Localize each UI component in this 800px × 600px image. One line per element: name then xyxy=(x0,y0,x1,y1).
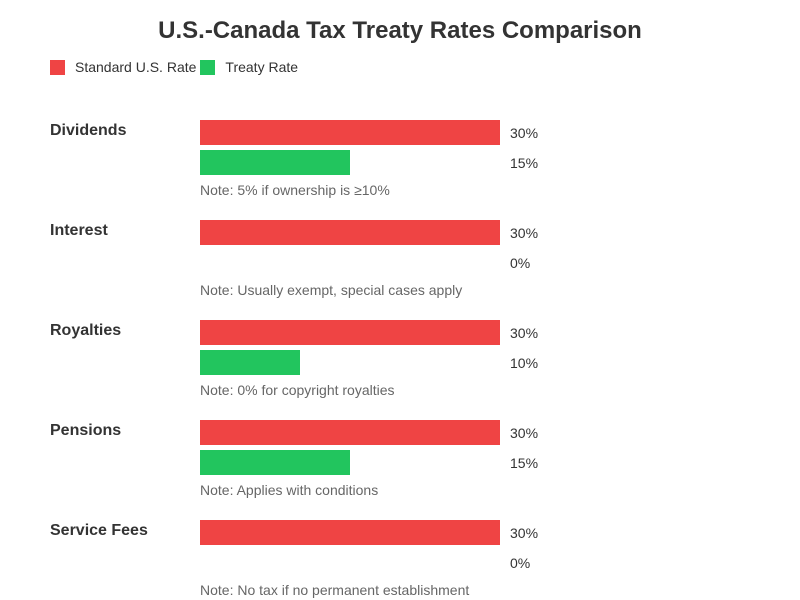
legend-swatch-treaty xyxy=(200,59,216,75)
value-label: 15% xyxy=(510,155,538,171)
note-label: Note: Applies with conditions xyxy=(200,482,378,498)
legend-swatch-standard xyxy=(50,59,65,75)
bar-treaty xyxy=(200,350,300,375)
bar-treaty xyxy=(200,450,350,475)
bar-standard xyxy=(200,320,500,345)
legend-label-treaty: Treaty Rate xyxy=(225,59,299,75)
bar-standard xyxy=(200,520,500,545)
value-label: 30% xyxy=(510,125,538,141)
legend-item-standard: Standard U.S. Rate xyxy=(50,59,196,75)
value-label: 30% xyxy=(510,225,538,241)
legend-label-standard: Standard U.S. Rate xyxy=(75,59,197,75)
category-label: Pensions xyxy=(50,422,121,439)
value-label: 15% xyxy=(510,455,538,471)
value-label: 30% xyxy=(510,425,538,441)
value-label: 30% xyxy=(510,525,538,541)
bar-standard xyxy=(200,120,500,145)
category-label: Service Fees xyxy=(50,522,148,539)
bar-treaty xyxy=(200,150,350,175)
category-label: Dividends xyxy=(50,122,127,139)
bar-standard xyxy=(200,420,500,445)
note-label: Note: 0% for copyright royalties xyxy=(200,382,395,398)
note-label: Note: Usually exempt, special cases appl… xyxy=(200,282,462,298)
category-label: Royalties xyxy=(50,322,121,339)
value-label: 0% xyxy=(510,255,530,271)
chart-title: U.S.-Canada Tax Treaty Rates Comparison xyxy=(158,17,642,44)
note-label: Note: No tax if no permanent establishme… xyxy=(200,582,469,598)
bar-standard xyxy=(200,220,500,245)
note-label: Note: 5% if ownership is ≥10% xyxy=(200,182,390,198)
legend-item-treaty: Treaty Rate xyxy=(200,59,298,75)
value-label: 10% xyxy=(510,355,538,371)
value-label: 30% xyxy=(510,325,538,341)
category-label: Interest xyxy=(50,222,108,239)
legend: Standard U.S. Rate Treaty Rate xyxy=(50,59,302,75)
value-label: 0% xyxy=(510,555,530,571)
